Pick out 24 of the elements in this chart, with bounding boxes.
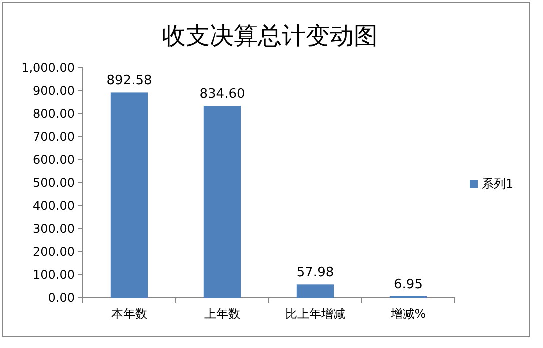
y-tick-label: 100.00 xyxy=(33,268,75,282)
y-tick-label: 500.00 xyxy=(33,176,75,190)
y-tick-label: 800.00 xyxy=(33,107,75,121)
y-tick-label: 600.00 xyxy=(33,153,75,167)
y-tick-label: 700.00 xyxy=(33,130,75,144)
y-tick-label: 1,000.00 xyxy=(22,61,75,75)
y-tick-label: 200.00 xyxy=(33,245,75,259)
x-tick-label: 增减% xyxy=(390,307,426,321)
text: 57.98 xyxy=(296,266,334,281)
legend-label: 系列1 xyxy=(482,177,514,191)
text: 834.60 xyxy=(200,87,246,102)
bar xyxy=(204,106,242,298)
y-tick-label: 300.00 xyxy=(33,222,75,236)
y-tick-label: 400.00 xyxy=(33,199,75,213)
x-tick-label: 比上年增减 xyxy=(286,307,346,321)
bar xyxy=(110,92,148,298)
x-tick-label: 上年数 xyxy=(204,307,240,321)
bar xyxy=(296,284,334,298)
chart-title: 收支决算总计变动图 xyxy=(162,22,378,50)
y-tick-label: 900.00 xyxy=(33,84,75,98)
y-tick-label: 0.00 xyxy=(48,291,75,305)
text: 6.95 xyxy=(394,277,423,292)
x-tick-label: 本年数 xyxy=(112,307,148,321)
text: 892.58 xyxy=(106,74,152,89)
